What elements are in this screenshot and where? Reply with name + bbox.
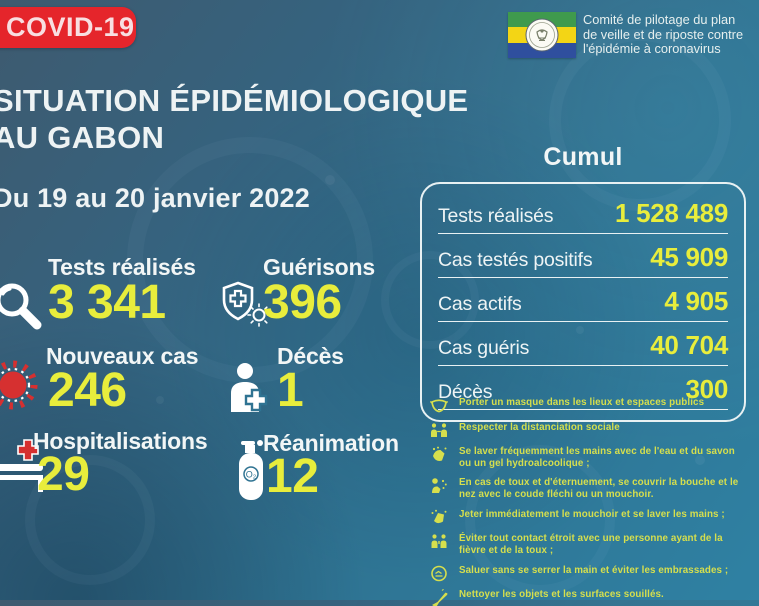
cumul-value-tests: 1 528 489 <box>615 198 728 228</box>
recommendation-text: Nettoyer les objets et les surfaces soui… <box>459 589 664 601</box>
close-contact-icon <box>431 534 447 549</box>
committee-name-line1: Comité de pilotage du plan <box>583 12 736 27</box>
page-title-line1: SITUATION ÉPIDÉMIOLOGIQUE <box>0 83 469 118</box>
shield-cross-virus-icon <box>222 281 269 327</box>
stat-label-nouveaux-cas: Nouveaux cas <box>46 343 199 369</box>
cumul-value-gueris: 40 704 <box>650 330 728 360</box>
recommendation-text: Jeter immédiatement le mouchoir et se la… <box>459 508 725 520</box>
stat-label-hospitalisations: Hospitalisations <box>33 428 208 454</box>
covid19-banner: COVID-19 <box>0 7 136 48</box>
stat-value-guerisons: 396 <box>263 276 342 329</box>
flag-emblem-icon <box>525 18 559 52</box>
tissue-icon <box>431 509 447 523</box>
mask-icon <box>430 399 448 413</box>
virus-icon <box>0 360 38 410</box>
no-handshake-icon <box>431 565 447 581</box>
list-item: Respecter la distanciation sociale <box>430 422 748 439</box>
stat-value-nouveaux-cas: 246 <box>48 364 127 417</box>
cumul-label-deces: Décès <box>438 381 493 403</box>
gabon-flag-logo <box>508 12 576 58</box>
covid19-banner-label: COVID-19 <box>6 12 135 42</box>
recommendation-text: Porter un masque dans les lieux et espac… <box>459 397 705 408</box>
committee-name: Comité de pilotage du plan de veille et … <box>583 12 759 57</box>
cumulative-table: Tests réalisés 1 528 489 Cas testés posi… <box>420 182 746 422</box>
recommendation-text: Éviter tout contact étroit avec une pers… <box>459 533 723 557</box>
report-period: Du 19 au 20 janvier 2022 <box>0 183 310 213</box>
stat-label-reanimation: Réanimation <box>263 430 399 456</box>
svg-text:O₂: O₂ <box>246 470 257 480</box>
cumul-label-tests: Tests réalisés <box>438 205 554 227</box>
stat-label-guerisons: Guérisons <box>263 254 375 280</box>
distancing-icon <box>431 422 447 437</box>
list-item: Saluer sans se serrer la main et éviter … <box>430 565 748 582</box>
list-item: Éviter tout contact étroit avec une pers… <box>430 533 748 557</box>
recommendation-text: En cas de toux et d'éternuement, se couv… <box>459 477 739 501</box>
hand-wash-icon <box>432 446 447 461</box>
recommendation-text: Respecter la distanciation sociale <box>459 421 620 433</box>
table-row: Cas testés positifs 45 909 <box>438 234 728 278</box>
stat-value-deces: 1 <box>277 364 304 417</box>
health-recommendations-list: Porter un masque dans les lieux et espac… <box>430 397 748 606</box>
table-row: Cas actifs 4 905 <box>438 278 728 322</box>
page-title-line2: AU GABON <box>0 120 165 156</box>
cumul-value-deces: 300 <box>685 374 729 404</box>
cumulative-panel: Cumul Tests réalisés 1 528 489 Cas testé… <box>420 143 746 422</box>
committee-name-line3: l'épidémie à coronavirus <box>583 41 721 57</box>
committee-name-line2: de veille et de riposte contre <box>583 26 744 42</box>
table-row: Tests réalisés 1 528 489 <box>438 190 728 234</box>
magnifier-icon <box>0 283 42 330</box>
person-cross-icon <box>231 363 268 412</box>
cumulative-title: Cumul <box>543 143 623 171</box>
cumul-value-positifs: 45 909 <box>650 242 728 272</box>
clean-surfaces-icon <box>432 589 448 606</box>
cumul-value-actifs: 4 905 <box>664 286 728 316</box>
list-item: En cas de toux et d'éternuement, se couv… <box>430 477 748 501</box>
recommendation-text: Saluer sans se serrer la main et éviter … <box>459 564 729 576</box>
cumul-label-actifs: Cas actifs <box>438 293 522 315</box>
list-item: Se laver fréquemment les mains avec de l… <box>430 446 748 470</box>
oxygen-tank-icon: O₂ <box>239 440 263 500</box>
cumul-label-positifs: Cas testés positifs <box>438 249 593 271</box>
stat-label-deces: Décès <box>277 343 344 369</box>
stat-label-tests: Tests réalisés <box>48 254 196 280</box>
stat-value-tests: 3 341 <box>48 276 166 329</box>
stat-value-reanimation: 12 <box>266 450 319 503</box>
recommendation-text: Se laver fréquemment les mains avec de l… <box>459 446 735 469</box>
table-row: Décès 300 <box>438 366 728 410</box>
stat-value-hospitalisations: 29 <box>37 448 90 501</box>
list-item: Nettoyer les objets et les surfaces soui… <box>430 589 748 606</box>
table-row: Cas guéris 40 704 <box>438 322 728 366</box>
page-title: SITUATION ÉPIDÉMIOLOGIQUE AU GABON <box>0 82 483 156</box>
cough-elbow-icon <box>432 478 447 494</box>
list-item: Porter un masque dans les lieux et espac… <box>430 397 748 414</box>
cumul-label-gueris: Cas guéris <box>438 337 530 359</box>
hospital-bed-icon <box>0 439 43 492</box>
list-item: Jeter immédiatement le mouchoir et se la… <box>430 509 748 526</box>
